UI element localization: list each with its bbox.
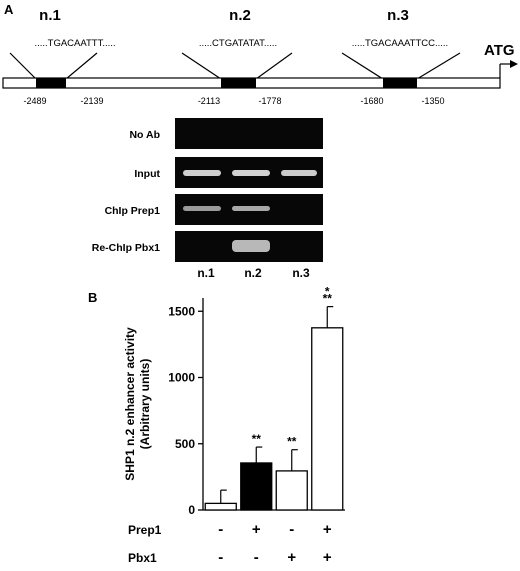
- gel-band: [232, 170, 270, 176]
- gel-row-label-rechip-pbx1: Re-ChIp Pbx1: [92, 242, 160, 254]
- region-start-n2: -2113: [198, 96, 220, 106]
- gel-row-label-input: Input: [134, 168, 160, 180]
- region-sequence-n3: .....TGACAAATTCC.....: [352, 38, 448, 49]
- significance-marker: *: [325, 285, 330, 299]
- region-start-n3: -1680: [360, 96, 383, 106]
- factor-label-pbx1: Pbx1: [128, 551, 157, 565]
- atg-label: ATG: [484, 42, 515, 59]
- factor-sign: +: [323, 521, 332, 538]
- region-box-n3: [383, 78, 417, 88]
- bar: [240, 462, 273, 511]
- significance-marker: **: [252, 432, 262, 446]
- gel-lane-label-n2: n.2: [244, 266, 262, 280]
- region-end-n1: -2139: [80, 96, 103, 106]
- region-title-n3: n.3: [387, 7, 409, 24]
- factor-label-prep1: Prep1: [128, 523, 162, 537]
- transcription-start-arrow: [499, 60, 518, 78]
- gel-lane-label-n3: n.3: [292, 266, 310, 280]
- y-axis-label-line2: (Arbitrary units): [138, 359, 152, 450]
- factor-sign: +: [287, 549, 296, 566]
- factor-sign: -: [218, 521, 223, 538]
- gel-row-label-chip-prep1: ChIp Prep1: [105, 205, 161, 217]
- region-sequence-n2: .....CTGATATAT.....: [199, 38, 277, 49]
- panel-b-label: B: [88, 290, 97, 305]
- region-box-n2: [221, 78, 256, 88]
- gel-band: [183, 206, 221, 211]
- factor-sign: +: [323, 549, 332, 566]
- factor-sign: -: [254, 549, 259, 566]
- y-tick-label: 1000: [168, 371, 195, 385]
- region-title-n2: n.2: [229, 7, 251, 24]
- bar: [204, 502, 237, 511]
- bar: [311, 327, 344, 511]
- region-box-n1: [36, 78, 66, 88]
- zoom-lines: [9, 52, 461, 80]
- gel-row-no-ab: [175, 118, 323, 149]
- gel-band: [183, 170, 221, 176]
- gel-band: [281, 170, 317, 176]
- gel-band: [232, 240, 270, 252]
- factor-sign: -: [218, 549, 223, 566]
- significance-marker: **: [323, 292, 333, 306]
- gel-row-label-no-ab: No Ab: [129, 129, 160, 141]
- factor-signs: - + - + - - + +: [218, 521, 332, 566]
- significance-marker: **: [287, 435, 297, 449]
- factor-sign: -: [289, 521, 294, 538]
- y-tick-label: 500: [175, 437, 195, 451]
- y-axis-label-line1: SHP1 n.2 enhancer activity: [123, 327, 137, 481]
- panel-a-label: A: [4, 2, 14, 17]
- region-title-n1: n.1: [39, 7, 61, 24]
- region-start-n1: -2489: [23, 96, 46, 106]
- gel-lane-label-n1: n.1: [197, 266, 215, 280]
- factor-sign: +: [252, 521, 261, 538]
- bar: [275, 470, 308, 511]
- y-tick-label: 1500: [168, 304, 195, 318]
- region-end-n3: -1350: [421, 96, 444, 106]
- y-tick-label: 0: [188, 503, 195, 517]
- gel-band: [232, 206, 270, 211]
- region-end-n2: -1778: [258, 96, 281, 106]
- region-sequence-n1: .....TGACAATTT.....: [34, 38, 115, 49]
- gel-panels: [175, 118, 323, 262]
